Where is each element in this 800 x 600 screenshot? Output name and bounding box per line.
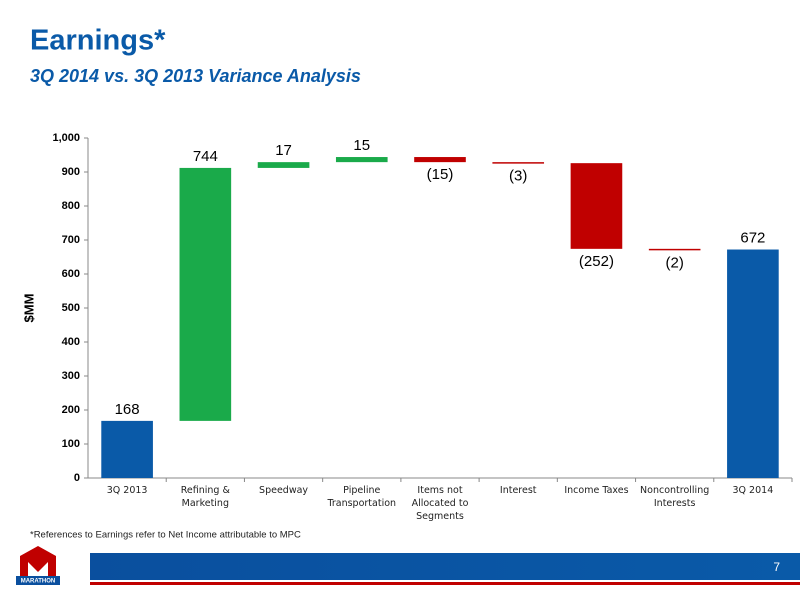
y-tick-label: 600	[62, 268, 80, 280]
slide-title: Earnings*	[30, 25, 166, 57]
bar	[570, 163, 623, 249]
bar	[179, 167, 232, 421]
y-tick-label: 700	[62, 234, 80, 246]
x-tick-label: Income Taxes	[564, 485, 629, 496]
x-tick-label: Speedway	[259, 485, 309, 496]
bar	[335, 157, 388, 163]
x-tick-label: Items not Allocated to Segments	[411, 485, 469, 522]
data-label: 672	[740, 229, 765, 246]
y-tick-label: 100	[62, 438, 80, 450]
data-label: (15)	[427, 166, 454, 183]
x-tick-label: 3Q 2013	[106, 485, 148, 496]
logo-text: MARATHON	[21, 579, 56, 585]
y-axis-label: $MM	[21, 294, 36, 323]
logo-band	[16, 576, 60, 585]
data-label: 168	[115, 401, 140, 418]
data-label: 15	[353, 137, 370, 154]
bar	[492, 162, 545, 164]
data-label: (3)	[509, 168, 527, 185]
data-label: 744	[193, 148, 218, 165]
logo-mark	[20, 546, 56, 582]
bar	[648, 248, 701, 251]
y-tick-label: 200	[62, 404, 80, 416]
footer-band	[90, 553, 800, 580]
footer-line	[90, 582, 800, 585]
bar	[727, 249, 779, 478]
x-tick-label: Pipeline Transportation	[327, 485, 397, 509]
data-label: (252)	[579, 253, 614, 270]
x-tick-label: Noncontrolling Interests	[640, 485, 710, 509]
bar	[257, 162, 310, 168]
y-tick-label: 400	[62, 336, 80, 348]
x-tick-label: 3Q 2014	[732, 485, 774, 496]
y-tick-label: 300	[62, 370, 80, 382]
bar	[101, 420, 153, 478]
footnote: *References to Earnings refer to Net Inc…	[30, 530, 301, 541]
y-tick-label: 1,000	[52, 132, 80, 144]
y-tick-label: 900	[62, 166, 80, 178]
y-tick-label: 800	[62, 200, 80, 212]
page-number: 7	[773, 560, 780, 574]
y-tick-label: 0	[74, 472, 80, 484]
x-tick-label: Refining & Marketing	[180, 485, 230, 509]
y-tick-label: 500	[62, 302, 80, 314]
data-label: 17	[275, 142, 292, 159]
bar	[414, 157, 466, 163]
x-tick-label: Interest	[499, 485, 537, 496]
data-label: (2)	[665, 254, 683, 271]
slide-subtitle: 3Q 2014 vs. 3Q 2013 Variance Analysis	[30, 66, 361, 86]
